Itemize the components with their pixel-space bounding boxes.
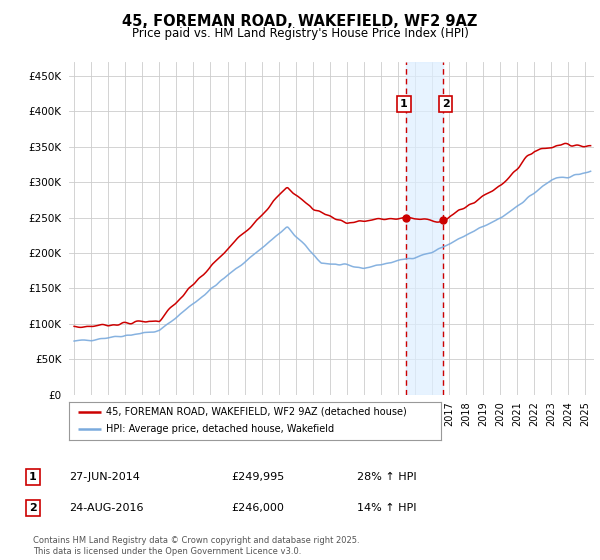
Text: £249,995: £249,995	[231, 472, 284, 482]
Text: 45, FOREMAN ROAD, WAKEFIELD, WF2 9AZ: 45, FOREMAN ROAD, WAKEFIELD, WF2 9AZ	[122, 14, 478, 29]
Bar	[406, 62, 443, 395]
Text: 2: 2	[442, 99, 449, 109]
Text: 2: 2	[29, 503, 37, 513]
Text: Price paid vs. HM Land Registry's House Price Index (HPI): Price paid vs. HM Land Registry's House …	[131, 27, 469, 40]
Text: HPI: Average price, detached house, Wakefield: HPI: Average price, detached house, Wake…	[106, 424, 334, 435]
Text: Contains HM Land Registry data © Crown copyright and database right 2025.
This d: Contains HM Land Registry data © Crown c…	[33, 536, 359, 556]
Text: 1: 1	[29, 472, 37, 482]
Text: 28% ↑ HPI: 28% ↑ HPI	[357, 472, 416, 482]
Text: 45, FOREMAN ROAD, WAKEFIELD, WF2 9AZ (detached house): 45, FOREMAN ROAD, WAKEFIELD, WF2 9AZ (de…	[106, 407, 407, 417]
Text: 24-AUG-2016: 24-AUG-2016	[69, 503, 143, 513]
Text: 14% ↑ HPI: 14% ↑ HPI	[357, 503, 416, 513]
Text: £246,000: £246,000	[231, 503, 284, 513]
Text: 1: 1	[400, 99, 408, 109]
Text: 27-JUN-2014: 27-JUN-2014	[69, 472, 140, 482]
